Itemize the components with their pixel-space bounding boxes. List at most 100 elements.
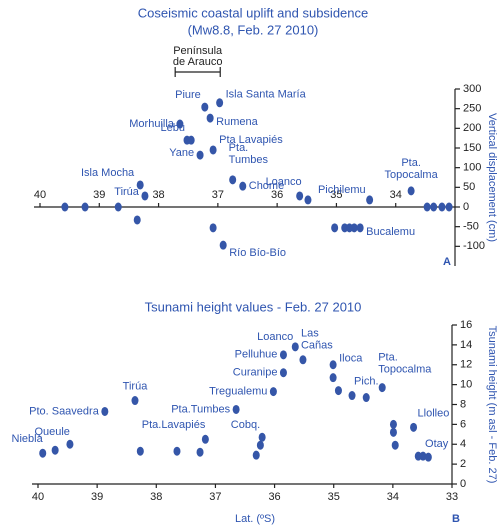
point-label: Yane [169, 147, 194, 159]
data-point [356, 223, 364, 233]
data-point [187, 135, 195, 145]
point-label: Queule [34, 426, 69, 438]
data-point [304, 195, 312, 205]
data-point [101, 406, 109, 416]
y-tick-label: 2 [460, 458, 466, 470]
point-label: Pta. [378, 352, 398, 364]
data-point [239, 181, 247, 191]
data-point [291, 342, 299, 352]
x-axis-label: Lat. (ºS) [235, 513, 275, 525]
data-point [366, 195, 374, 205]
data-point [389, 419, 397, 429]
data-point [419, 451, 427, 461]
data-point [133, 215, 141, 225]
y-tick-label: 8 [460, 398, 466, 410]
x-tick-label: 34 [387, 491, 399, 503]
point-label: Cañas [301, 340, 333, 352]
y-tick-label: 4 [460, 438, 466, 450]
data-point [206, 113, 214, 123]
y-tick-label: 14 [460, 339, 472, 351]
point-label: Topocalma [385, 169, 439, 181]
data-point [141, 191, 149, 201]
point-label: Tirúa [114, 186, 140, 198]
point-label: Chome [249, 180, 284, 192]
point-label: Curanipe [233, 367, 278, 379]
point-label: Morhuilla [129, 118, 175, 130]
data-point [331, 223, 339, 233]
data-point [407, 186, 415, 196]
data-point [209, 223, 217, 233]
data-point [51, 445, 59, 455]
panel-letter: A [443, 256, 451, 268]
point-label: Bucalemu [366, 226, 415, 238]
y-tick-label: 10 [460, 379, 472, 391]
chart-subtitle: (Mw8.8, Feb. 27 2010) [188, 22, 319, 37]
x-tick-label: 34 [390, 189, 402, 201]
x-tick-label: 35 [330, 189, 342, 201]
data-point [176, 119, 184, 129]
y-tick-label: 0 [463, 201, 469, 213]
point-label: Lebu [161, 122, 185, 134]
data-point [391, 440, 399, 450]
data-point [131, 396, 139, 406]
y-tick-label: 100 [463, 162, 481, 174]
x-tick-label: 39 [91, 491, 103, 503]
y-tick-label: 0 [460, 478, 466, 490]
data-point [173, 446, 181, 456]
point-label: Las [301, 328, 319, 340]
data-point [329, 360, 337, 370]
y-tick-label: -50 [463, 221, 479, 233]
point-label: Tirúa [123, 380, 149, 392]
y-tick-label: 6 [460, 418, 466, 430]
y-tick-label: 250 [463, 103, 481, 115]
point-label: Llolleo [418, 407, 450, 419]
data-point [362, 393, 370, 403]
point-label: Tregualemu [209, 385, 267, 397]
x-tick-label: 39 [93, 189, 105, 201]
data-point [410, 422, 418, 432]
data-point [430, 202, 438, 212]
data-point [216, 98, 224, 108]
data-point [258, 432, 266, 442]
bracket-label: de Arauco [173, 56, 223, 68]
point-label: Tumbes [229, 154, 269, 166]
data-point [389, 427, 397, 437]
point-label: Rumena [216, 116, 258, 128]
y-tick-label: 16 [460, 319, 472, 331]
x-tick-label: 40 [34, 189, 46, 201]
y-tick-label: -100 [463, 240, 485, 252]
data-point [423, 202, 431, 212]
point-label: Isla Mocha [81, 167, 135, 179]
point-label: Pta. [401, 157, 421, 169]
point-label: Cobq. [231, 419, 260, 431]
point-label: Pta.Tumbes [171, 403, 230, 415]
data-point [66, 439, 74, 449]
data-point [269, 387, 277, 397]
x-tick-label: 37 [212, 189, 224, 201]
data-point [232, 404, 240, 414]
data-point [445, 202, 453, 212]
x-tick-label: 33 [446, 491, 458, 503]
point-label: Topocalma [378, 364, 432, 376]
y-tick-label: 300 [463, 83, 481, 95]
data-point [201, 434, 209, 444]
data-point [136, 446, 144, 456]
chart-title: Tsunami height values - Feb. 27 2010 [145, 299, 362, 314]
data-point [279, 350, 287, 360]
data-point [256, 440, 264, 450]
data-point [424, 452, 432, 462]
data-point [114, 202, 122, 212]
y-tick-label: 50 [463, 181, 475, 193]
x-tick-label: 37 [209, 491, 221, 503]
y-tick-label: 150 [463, 142, 481, 154]
point-label: Pich. [354, 375, 378, 387]
point-label: Río Bío-Bío [229, 247, 286, 259]
point-label: Piure [175, 89, 201, 101]
data-point [201, 102, 209, 112]
data-point [348, 391, 356, 401]
data-point [299, 355, 307, 365]
data-point [196, 447, 204, 457]
point-label: Niebla [12, 433, 44, 445]
x-tick-label: 38 [152, 189, 164, 201]
